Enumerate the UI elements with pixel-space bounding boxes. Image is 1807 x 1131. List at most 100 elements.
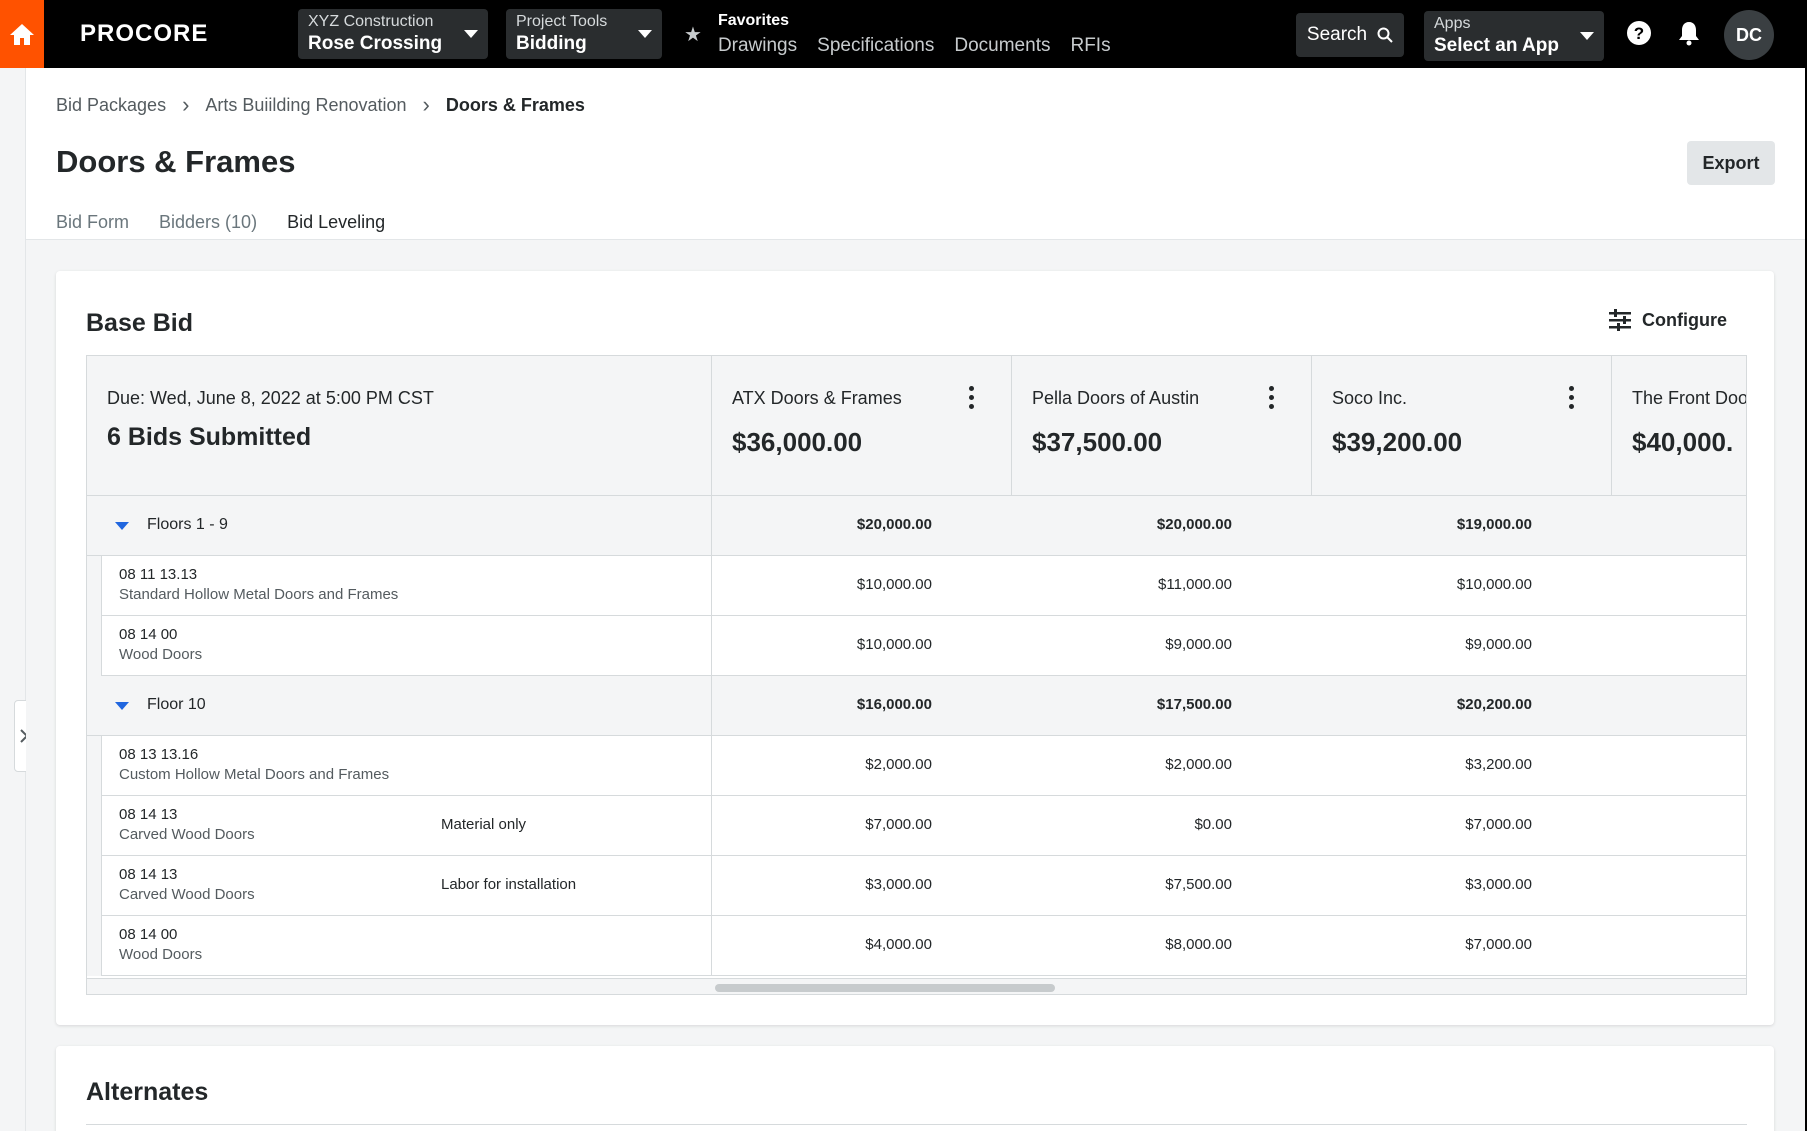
favorites: Favorites Drawings Specifications Docume… xyxy=(718,11,1111,57)
due-date: Due: Wed, June 8, 2022 at 5:00 PM CST xyxy=(107,388,434,408)
alternates-title: Alternates xyxy=(86,1078,209,1106)
bidder-column-header: ATX Doors & Frames $36,000.00 xyxy=(712,356,1012,496)
search-button[interactable]: Search xyxy=(1296,13,1404,57)
configure-button[interactable]: Configure xyxy=(1608,309,1727,331)
star-icon[interactable]: ★ xyxy=(684,23,702,46)
procore-logo[interactable]: PROCORE xyxy=(80,20,209,47)
bid-amount-cell: $16,000.00 xyxy=(856,696,932,713)
bid-amount-cell: $7,000.00 xyxy=(1465,816,1532,833)
help-icon[interactable]: ? xyxy=(1626,20,1652,46)
bid-amount-cell: $2,000.00 xyxy=(1165,756,1232,773)
cost-code-description: Custom Hollow Metal Doors and Frames xyxy=(119,766,390,783)
search-label: Search xyxy=(1306,24,1368,45)
row-label-cell: 08 14 00 Wood Doors xyxy=(87,916,712,976)
group-label: Floor 10 xyxy=(147,696,206,713)
cost-code-description: Standard Hollow Metal Doors and Frames xyxy=(119,586,399,603)
tab-bidders[interactable]: Bidders (10) xyxy=(159,212,258,232)
bid-amount-cell: $3,000.00 xyxy=(1465,876,1532,893)
bid-amount-cell: $0.00 xyxy=(1194,816,1232,833)
cost-code: 08 14 00 xyxy=(119,926,178,943)
favorite-link-documents[interactable]: Documents xyxy=(954,35,1051,56)
project-name: Rose Crossing xyxy=(308,33,443,54)
group-row[interactable]: Floors 1 - 9 $20,000.00 $20,000.00 $19,000.… xyxy=(87,496,1746,556)
bidder-total: $40,000. xyxy=(1632,427,1734,457)
row-label-cell: 08 14 00 Wood Doors xyxy=(87,616,712,676)
cost-code-description: Wood Doors xyxy=(119,646,203,663)
collapse-caret-icon[interactable] xyxy=(115,522,129,530)
more-options-icon[interactable] xyxy=(1569,386,1575,409)
line-item-row: 08 14 13 Carved Wood Doors Material only $7… xyxy=(87,796,1746,856)
line-item-row: 08 13 13.16 Custom Hollow Metal Doors and… xyxy=(87,736,1746,796)
bid-amount-cell: $10,000.00 xyxy=(856,576,932,593)
bid-amount-cell: $9,000.00 xyxy=(1465,636,1532,653)
row-label-cell: Floor 10 xyxy=(87,676,712,736)
row-label-cell: 08 14 13 Carved Wood Doors Material only xyxy=(87,796,712,856)
favorites-caption: Favorites xyxy=(717,12,790,29)
group-row[interactable]: Floor 10 $16,000.00 $17,500.00 $20,200.00 xyxy=(87,676,1746,736)
line-item-row: 08 11 13.13 Standard Hollow Metal Doors a… xyxy=(87,556,1746,616)
bid-amount-cell: $8,000.00 xyxy=(1165,936,1232,953)
configure-label: Configure xyxy=(1642,309,1727,330)
left-sidebar-collapsed xyxy=(0,68,26,1131)
notifications-bell-icon[interactable] xyxy=(1677,20,1701,46)
bid-amount-cell: $2,000.00 xyxy=(865,756,932,773)
bid-amount-cell: $20,000.00 xyxy=(856,516,932,533)
cost-code: 08 14 13 xyxy=(119,866,178,883)
apps-caption: Apps xyxy=(1434,15,1471,32)
alternates-card: Alternates xyxy=(56,1046,1774,1131)
alternates-table-top xyxy=(86,1124,1747,1125)
user-avatar[interactable]: DC xyxy=(1724,10,1774,60)
company-name: XYZ Construction xyxy=(308,13,434,30)
bid-amount-cell: $7,000.00 xyxy=(865,816,932,833)
line-item-row: 08 14 00 Wood Doors $10,000.00 $9,000.00 $9,… xyxy=(87,616,1746,676)
bidder-total: $37,500.00 xyxy=(1032,427,1163,457)
bid-amount-cell: $3,200.00 xyxy=(1465,756,1532,773)
cost-code: 08 14 00 xyxy=(119,626,178,643)
bid-summary-header: Due: Wed, June 8, 2022 at 5:00 PM CST 6 … xyxy=(87,356,712,496)
bidder-column-header: The Front Doo $40,000. xyxy=(1612,356,1747,496)
favorite-link-drawings[interactable]: Drawings xyxy=(717,35,798,56)
group-label: Floors 1 - 9 xyxy=(147,516,228,533)
row-label-cell: 08 13 13.16 Custom Hollow Metal Doors and… xyxy=(87,736,712,796)
more-options-icon[interactable] xyxy=(969,386,975,409)
breadcrumb-project[interactable]: Arts Buiilding Renovation xyxy=(205,94,407,115)
more-options-icon[interactable] xyxy=(1269,386,1275,409)
bidder-total: $39,200.00 xyxy=(1332,427,1463,457)
chevron-down-icon xyxy=(1580,32,1594,40)
line-item-row: 08 14 13 Carved Wood Doors Labor for insta… xyxy=(87,856,1746,916)
page-title: Doors & Frames xyxy=(56,144,296,179)
bidder-total: $36,000.00 xyxy=(732,427,863,457)
favorite-link-specifications[interactable]: Specifications xyxy=(817,35,935,56)
export-button[interactable]: Export xyxy=(1687,141,1775,185)
cost-code-description: Carved Wood Doors xyxy=(119,826,255,843)
favorite-link-rfis[interactable]: RFIs xyxy=(1070,35,1111,56)
company-project-selector[interactable]: XYZ Construction Rose Crossing xyxy=(298,9,488,59)
breadcrumb-bid-packages[interactable]: Bid Packages xyxy=(56,94,167,115)
cost-code-description: Carved Wood Doors xyxy=(119,886,255,903)
bidder-name: Soco Inc. xyxy=(1332,388,1408,408)
bidder-name: The Front Doo xyxy=(1632,388,1747,408)
bid-amount-cell: $11,000.00 xyxy=(1158,576,1232,593)
apps-value: Select an App xyxy=(1434,35,1559,56)
row-label-cell: 08 11 13.13 Standard Hollow Metal Doors a… xyxy=(87,556,712,616)
horizontal-scrollbar[interactable] xyxy=(87,978,1746,994)
cost-code: 08 13 13.16 xyxy=(119,746,199,763)
apps-selector[interactable]: Apps Select an App xyxy=(1424,11,1604,61)
base-bid-title: Base Bid xyxy=(86,309,193,337)
tab-bid-form[interactable]: Bid Form xyxy=(56,212,130,232)
page-tabs: Bid Form Bidders (10) Bid Leveling xyxy=(56,212,386,243)
scrollbar-thumb[interactable] xyxy=(715,984,1055,992)
row-label-cell: 08 14 13 Carved Wood Doors Labor for insta… xyxy=(87,856,712,916)
bids-submitted-count: 6 Bids Submitted xyxy=(107,423,312,451)
bid-amount-cell: $10,000.00 xyxy=(856,636,932,653)
bid-amount-cell: $9,000.00 xyxy=(1165,636,1232,653)
bid-amount-cell: $20,000.00 xyxy=(1156,516,1232,533)
project-tool-name: Bidding xyxy=(516,33,587,54)
cost-code: 08 11 13.13 xyxy=(119,566,198,583)
project-tools-selector[interactable]: Project Tools Bidding xyxy=(506,9,662,59)
home-button[interactable] xyxy=(0,0,44,68)
bid-amount-cell: $7,000.00 xyxy=(1465,936,1532,953)
window-border xyxy=(1805,0,1807,1131)
collapse-caret-icon[interactable] xyxy=(115,702,129,710)
chevron-right-icon: › xyxy=(422,92,430,117)
